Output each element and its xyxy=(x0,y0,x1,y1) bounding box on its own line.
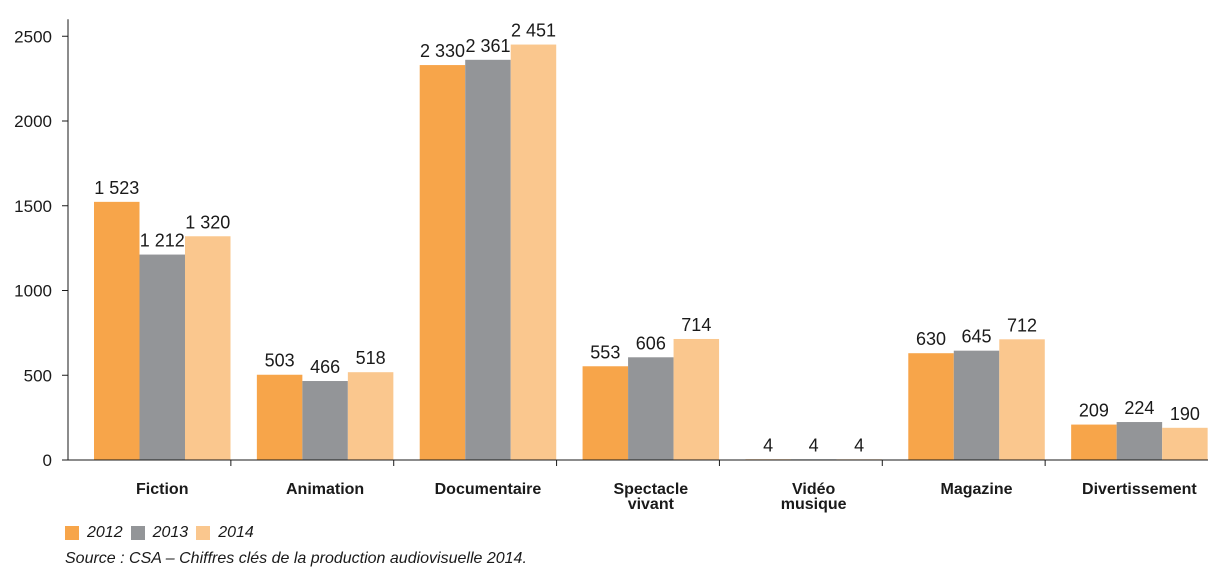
legend-item: 2012 xyxy=(65,524,123,542)
data-label: 518 xyxy=(356,348,386,368)
y-tick-label: 0 xyxy=(43,451,52,470)
bar xyxy=(908,353,954,460)
category-label: Fiction xyxy=(136,481,188,498)
data-label: 630 xyxy=(916,329,946,349)
bar xyxy=(419,65,466,460)
bars xyxy=(94,44,1208,461)
y-tick-label: 1000 xyxy=(14,282,52,301)
bar xyxy=(465,59,511,461)
bar xyxy=(953,350,1000,460)
y-tick-label: 2000 xyxy=(14,112,52,131)
data-label: 645 xyxy=(962,327,992,347)
data-label: 712 xyxy=(1007,315,1037,335)
data-label: 4 xyxy=(763,435,773,455)
bar xyxy=(139,254,185,460)
legend-label: 2014 xyxy=(218,524,254,541)
legend-swatch xyxy=(65,526,79,540)
data-label: 466 xyxy=(310,357,340,377)
bar xyxy=(510,44,557,460)
legend-swatch xyxy=(196,526,211,540)
bar xyxy=(1162,427,1208,460)
data-label: 553 xyxy=(590,342,620,362)
source-note: Source : CSA – Chiffres clés de la produ… xyxy=(65,550,527,567)
data-label: 1 320 xyxy=(185,212,230,232)
data-label: 4 xyxy=(809,435,819,455)
legend-swatch xyxy=(130,526,145,540)
data-label: 190 xyxy=(1170,404,1200,424)
category-label: Documentaire xyxy=(435,481,542,498)
bar xyxy=(94,201,140,460)
category-label: Vidéo musique xyxy=(781,481,847,513)
data-label: 209 xyxy=(1079,401,1109,421)
category-label: Spectacle vivant xyxy=(613,481,688,513)
y-tick-label: 2500 xyxy=(14,27,52,46)
data-label: 2 330 xyxy=(420,41,465,61)
data-label: 2 451 xyxy=(511,21,556,41)
data-label: 224 xyxy=(1124,398,1154,418)
data-label: 4 xyxy=(854,435,864,455)
bar xyxy=(999,339,1045,460)
bar xyxy=(673,338,720,460)
legend-label: 2013 xyxy=(152,524,189,541)
x-axis: Fiction Animation Documentaire Spectacle viv… xyxy=(68,459,1208,513)
bar xyxy=(628,357,674,460)
data-label: 606 xyxy=(636,333,666,353)
y-tick-label: 1500 xyxy=(14,197,52,216)
category-label: Divertissement xyxy=(1082,481,1197,498)
data-label: 1 212 xyxy=(140,231,185,251)
bar xyxy=(256,374,303,460)
data-label: 503 xyxy=(265,351,295,371)
category-label: Animation xyxy=(286,481,364,498)
data-label: 2 361 xyxy=(465,36,510,56)
legend-item: 2013 xyxy=(130,524,189,542)
bar xyxy=(1116,422,1163,460)
bar xyxy=(302,381,348,460)
data-label: 1 523 xyxy=(94,178,139,198)
category-label: Magazine xyxy=(941,481,1013,498)
bar xyxy=(1071,424,1117,460)
bar xyxy=(347,372,394,460)
y-tick-label: 500 xyxy=(24,366,52,385)
legend: 2012 2013 2014 xyxy=(65,524,262,542)
bar xyxy=(185,236,231,460)
data-label: 714 xyxy=(681,315,711,335)
y-axis: 0 500 1000 1500 2000 2500 xyxy=(14,19,69,470)
legend-label: 2012 xyxy=(87,524,123,541)
legend-item: 2014 xyxy=(196,524,254,542)
bar xyxy=(582,366,629,460)
